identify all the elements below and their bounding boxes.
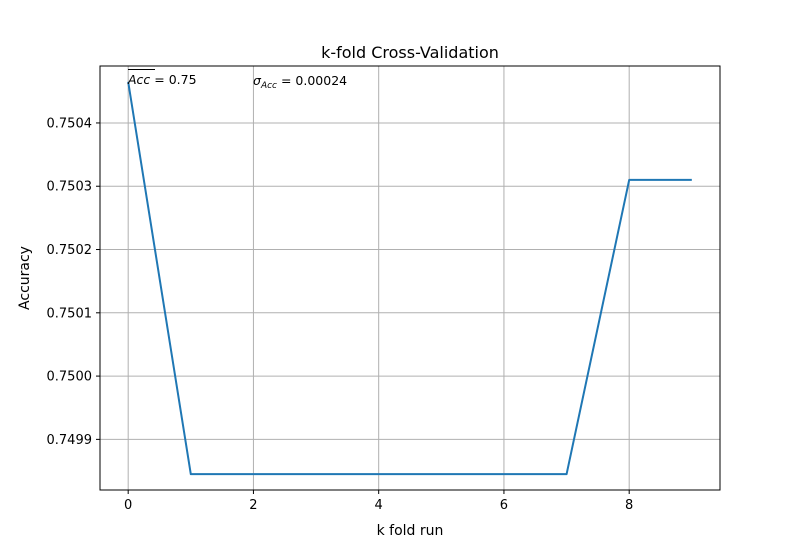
svg-text:σAcc = 0.00024: σAcc = 0.00024 [253, 73, 347, 91]
svg-text:Acc = 0.75: Acc = 0.75 [127, 72, 197, 87]
mean-accuracy-annotation: Acc = 0.75 [127, 69, 197, 87]
y-tick-label: 0.7502 [47, 243, 93, 258]
y-tick-label: 0.7499 [47, 433, 93, 448]
grid-lines [100, 66, 720, 490]
std-symbol: σ [253, 73, 262, 88]
x-tick-label: 2 [249, 498, 257, 513]
mean-value: = 0.75 [150, 72, 196, 87]
x-tick-label: 8 [625, 498, 633, 513]
std-accuracy-annotation: σAcc = 0.00024 [253, 73, 347, 91]
x-axis-label: k fold run [377, 523, 444, 539]
x-tick-label: 6 [500, 498, 508, 513]
y-tick-label: 0.7504 [47, 116, 93, 131]
x-tick-label: 0 [124, 498, 132, 513]
x-tick-label: 4 [375, 498, 383, 513]
series-line [127, 81, 692, 476]
std-subscript: Acc [260, 81, 277, 91]
std-value: = 0.00024 [277, 73, 347, 88]
x-axis-ticks: 0 2 4 6 8 [124, 490, 633, 513]
y-tick-label: 0.7501 [47, 306, 93, 321]
plot-frame [99, 65, 721, 491]
y-axis-label: Accuracy [17, 246, 33, 310]
y-axis-ticks: 0.7499 0.7500 0.7501 0.7502 0.7503 0.7504 [47, 116, 100, 448]
chart-title: k-fold Cross-Validation [321, 43, 499, 62]
y-tick-label: 0.7500 [47, 370, 93, 385]
y-tick-label: 0.7503 [47, 180, 93, 195]
mean-symbol: Acc [127, 72, 150, 87]
